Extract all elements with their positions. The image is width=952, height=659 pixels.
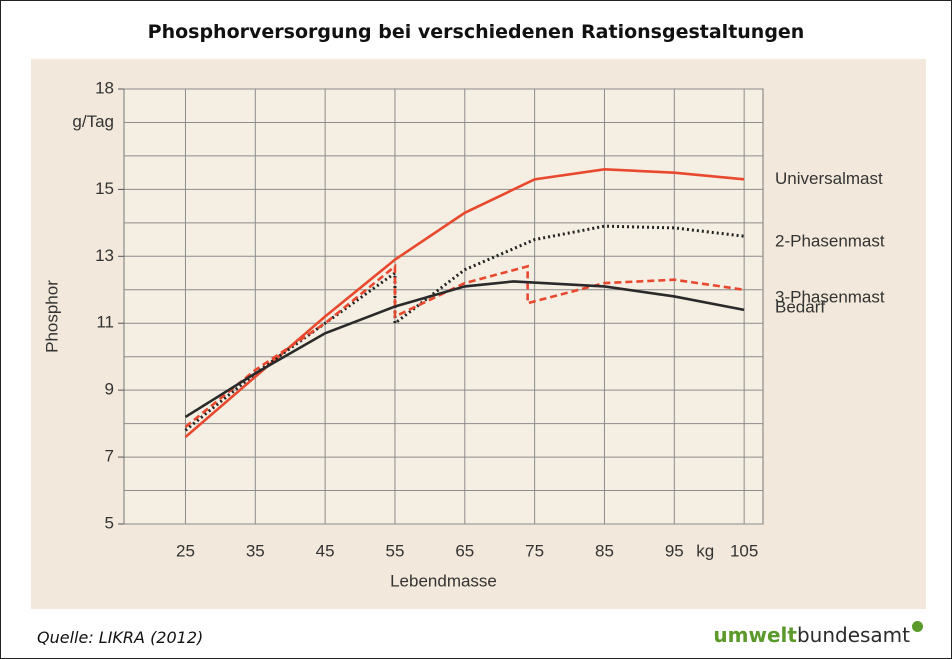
x-tick-label: 65 (455, 541, 474, 560)
y-tick-label: 5 (105, 513, 114, 532)
series-line (184, 168, 745, 438)
x-tick-label: 55 (386, 541, 405, 560)
y-tick-label: 13 (95, 246, 114, 265)
title: Phosphorversorgung bei verschiedenen Rat… (147, 21, 805, 43)
x-tick-label: 25 (176, 541, 195, 560)
series-label: 3-Phasenmast (775, 287, 885, 306)
source: Quelle: LIKRA (2012) (37, 628, 204, 647)
y-tick-label: 9 (105, 380, 114, 399)
y-axis-label: Phosphor (42, 280, 61, 353)
x-unit: kg (696, 541, 714, 560)
x-tick-label: 35 (246, 541, 265, 560)
x-tick-label: 75 (525, 541, 544, 560)
series-line (184, 263, 745, 428)
y-unit: g/Tag (72, 112, 114, 131)
chart: 5 7 9 11 13 15 18 25 35 45 55 65 75 85 95 105 g/Tag kg Leb… (31, 59, 926, 609)
y-tick-label: 18 (95, 78, 114, 97)
x-tick-label: 105 (730, 541, 758, 560)
x-tick-label: 95 (665, 541, 684, 560)
logo-bold: umwelt (713, 623, 797, 647)
series-label: 2-Phasenmast (775, 232, 885, 251)
x-tick-label: 85 (595, 541, 614, 560)
logo: umweltbundesamt (713, 621, 923, 647)
series-label: Universalmast (775, 169, 883, 188)
plot-area (123, 88, 764, 525)
y-tick-label: 7 (105, 447, 114, 466)
series-label: Bedarf (775, 297, 825, 316)
y-tick-label: 11 (96, 313, 114, 332)
series-line (184, 280, 745, 419)
y-tick-label: 15 (95, 179, 114, 198)
logo-icon (912, 621, 923, 632)
x-axis-label: Lebendmasse (390, 571, 497, 590)
x-tick-label: 45 (316, 541, 335, 560)
logo-rest: bundesamt (796, 623, 910, 647)
